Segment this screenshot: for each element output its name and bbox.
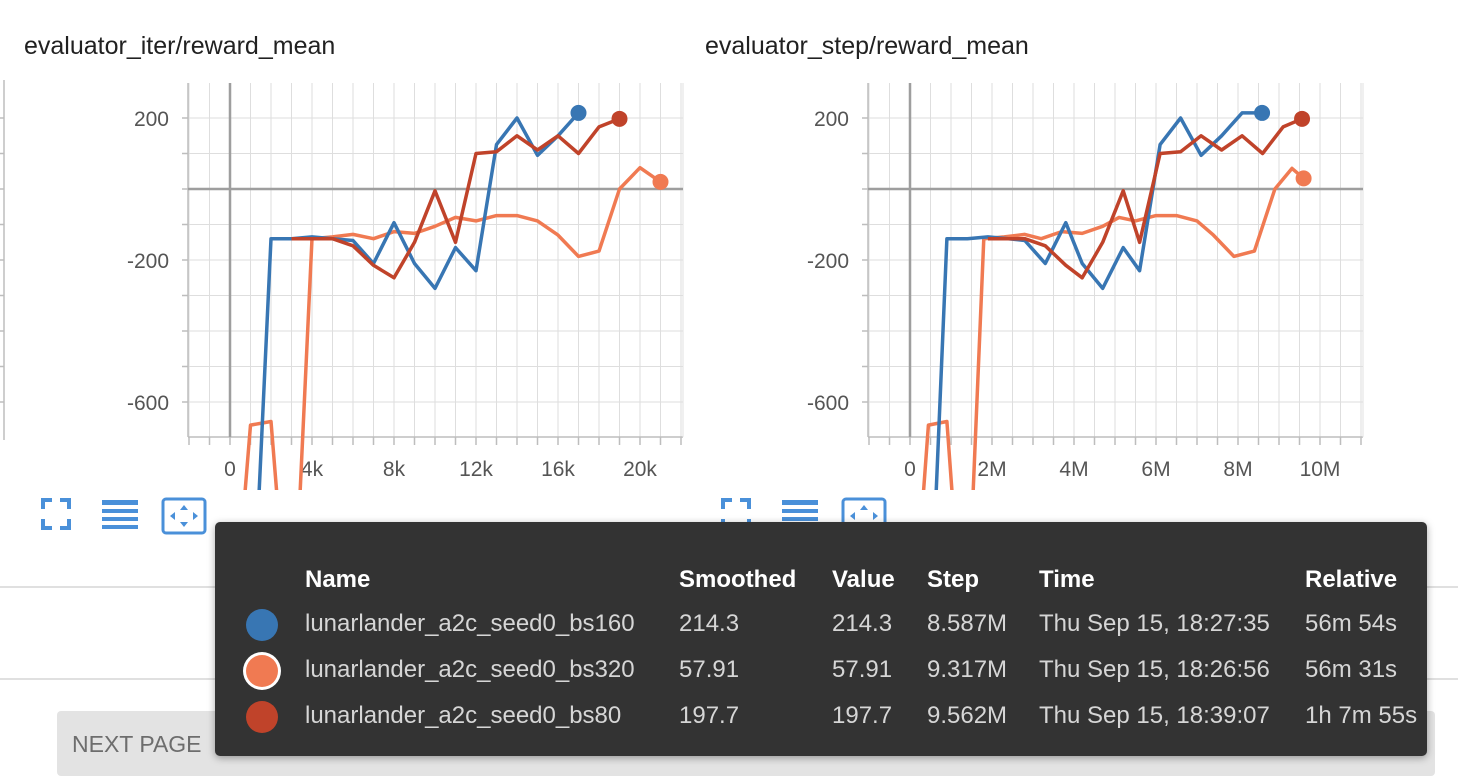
x-tick-label: 4M bbox=[1059, 458, 1088, 481]
series-color-swatch bbox=[246, 701, 278, 733]
tooltip-header-relative: Relative bbox=[1305, 566, 1397, 594]
tooltip-header-step: Step bbox=[927, 566, 979, 594]
tooltip-cell-step: 9.317M bbox=[927, 656, 1007, 684]
x-tick-label: 0 bbox=[224, 458, 236, 481]
series-point-lunarlander_a2c_seed0_bs320 bbox=[1296, 170, 1312, 186]
x-tick-label: 16k bbox=[541, 458, 575, 481]
x-tick-label: 4k bbox=[301, 458, 324, 481]
tooltip-cell-relative: 1h 7m 55s bbox=[1305, 702, 1417, 730]
tooltip-cell-step: 9.562M bbox=[927, 702, 1007, 730]
fit-domain-icon bbox=[161, 497, 207, 535]
series-point-lunarlander_a2c_seed0_bs160 bbox=[571, 105, 587, 121]
data-table-button-iter[interactable] bbox=[101, 497, 139, 536]
next-page-label: NEXT PAGE bbox=[72, 731, 202, 758]
tooltip-cell-smoothed: 57.91 bbox=[679, 656, 739, 684]
tooltip-cell-relative: 56m 54s bbox=[1305, 610, 1397, 638]
y-tick-label: -200 bbox=[127, 250, 169, 273]
x-tick-label: 8k bbox=[383, 458, 406, 481]
y-tick-label: 200 bbox=[814, 108, 849, 131]
tooltip-cell-relative: 56m 31s bbox=[1305, 656, 1397, 684]
y-tick-label: -600 bbox=[807, 392, 849, 415]
tooltip-cell-name: lunarlander_a2c_seed0_bs320 bbox=[305, 656, 635, 684]
tooltip-cell-time: Thu Sep 15, 18:26:56 bbox=[1039, 656, 1270, 684]
y-tick-label: -200 bbox=[807, 250, 849, 273]
data-table-icon bbox=[101, 497, 139, 531]
chart-title-step: evaluator_step/reward_mean bbox=[705, 32, 1029, 61]
x-tick-label: 6M bbox=[1141, 458, 1170, 481]
series-line-lunarlander_a2c_seed0_bs160 bbox=[910, 113, 1262, 490]
x-tick-label: 8M bbox=[1223, 458, 1252, 481]
tooltip-cell-value: 57.91 bbox=[832, 656, 892, 684]
tooltip-cell-value: 214.3 bbox=[832, 610, 892, 638]
fullscreen-icon bbox=[40, 497, 72, 531]
series-line-lunarlander_a2c_seed0_bs160 bbox=[230, 113, 579, 490]
tooltip-header-value: Value bbox=[832, 566, 895, 594]
x-tick-label: 2M bbox=[977, 458, 1006, 481]
series-color-swatch bbox=[246, 609, 278, 641]
x-tick-label: 10M bbox=[1300, 458, 1341, 481]
tooltip-cell-name: lunarlander_a2c_seed0_bs80 bbox=[305, 702, 621, 730]
fullscreen-button-iter[interactable] bbox=[40, 497, 72, 536]
tooltip-header-time: Time bbox=[1039, 566, 1095, 594]
tooltip-cell-value: 197.7 bbox=[832, 702, 892, 730]
series-color-swatch bbox=[246, 655, 278, 687]
tooltip-header-smoothed: Smoothed bbox=[679, 566, 796, 594]
series-tooltip: Name Smoothed Value Step Time Relative l… bbox=[215, 522, 1427, 756]
tooltip-cell-time: Thu Sep 15, 18:27:35 bbox=[1039, 610, 1270, 638]
x-tick-label: 0 bbox=[904, 458, 916, 481]
y-tick-label: -600 bbox=[127, 392, 169, 415]
series-point-lunarlander_a2c_seed0_bs80 bbox=[612, 111, 628, 127]
series-point-lunarlander_a2c_seed0_bs160 bbox=[1254, 105, 1270, 121]
tooltip-cell-name: lunarlander_a2c_seed0_bs160 bbox=[305, 610, 635, 638]
chart-title-iter: evaluator_iter/reward_mean bbox=[24, 32, 335, 61]
tooltip-cell-step: 8.587M bbox=[927, 610, 1007, 638]
tooltip-cell-smoothed: 214.3 bbox=[679, 610, 739, 638]
x-tick-label: 12k bbox=[459, 458, 493, 481]
tooltip-cell-time: Thu Sep 15, 18:39:07 bbox=[1039, 702, 1270, 730]
tooltip-cell-smoothed: 197.7 bbox=[679, 702, 739, 730]
series-line-lunarlander_a2c_seed0_bs320 bbox=[910, 168, 1304, 490]
series-point-lunarlander_a2c_seed0_bs320 bbox=[653, 174, 669, 190]
y-tick-label: 200 bbox=[134, 108, 169, 131]
fit-domain-button-iter[interactable] bbox=[161, 497, 207, 540]
tooltip-header-name: Name bbox=[305, 566, 370, 594]
x-tick-label: 20k bbox=[623, 458, 657, 481]
series-point-lunarlander_a2c_seed0_bs80 bbox=[1294, 111, 1310, 127]
